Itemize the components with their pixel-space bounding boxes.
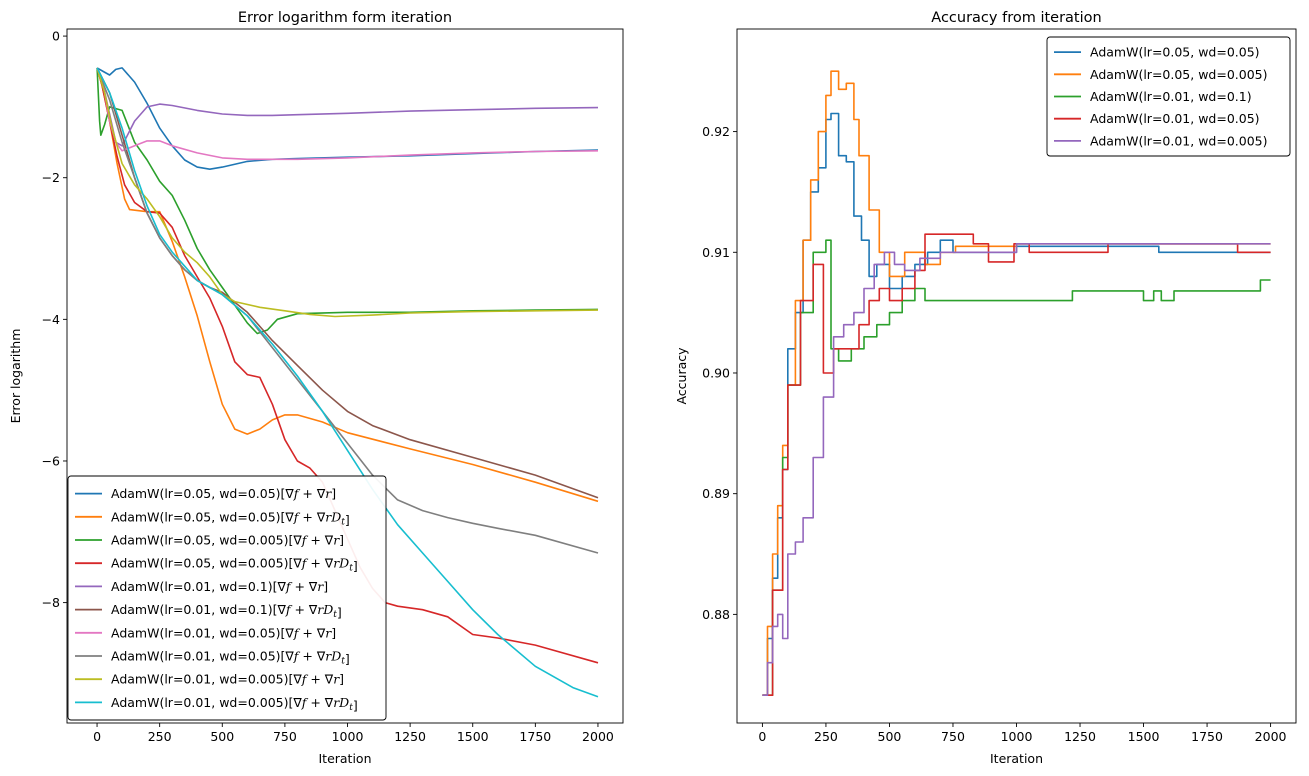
- series-line-8: [96, 67, 599, 554]
- x-tick-label: 1750: [1191, 729, 1223, 744]
- y-tick-label: −4: [42, 312, 60, 327]
- series-lines: [96, 67, 599, 698]
- x-tick-label: 1250: [1064, 729, 1096, 744]
- chart-title: Accuracy from iteration: [931, 10, 1101, 26]
- legend-label: AdamW(lr=0.05, wd=0.005): [1090, 67, 1268, 82]
- x-tick-label: 2000: [1255, 729, 1287, 744]
- legend-label: AdamW(lr=0.01, wd=0.005)[∇f + ∇rDt]: [111, 695, 358, 713]
- series-line-2: [96, 67, 599, 503]
- plot-frame: [66, 28, 624, 724]
- y-tick-label: −6: [42, 453, 60, 468]
- legend-label: AdamW(lr=0.05, wd=0.05)[∇f + ∇rDt]: [111, 509, 350, 527]
- y-tick-label: −8: [42, 595, 60, 610]
- x-tick-label: 250: [814, 729, 838, 744]
- y-tick-label: 0.92: [702, 124, 730, 139]
- x-tick-label: 1000: [332, 729, 364, 744]
- accuracy-chart-panel: Accuracy from iteration 0 250 500 750 1000 125…: [674, 10, 1297, 766]
- legend-label: AdamW(lr=0.05, wd=0.05): [1090, 45, 1260, 60]
- x-tick-label: 750: [941, 729, 965, 744]
- series-lines: [762, 70, 1271, 696]
- y-tick-label: 0.90: [702, 365, 730, 380]
- y-tick-label: 0.88: [702, 607, 730, 622]
- series-line-10: [96, 67, 599, 698]
- y-tick-label: 0: [52, 29, 60, 44]
- legend-label: AdamW(lr=0.05, wd=0.005)[∇f + ∇rDt]: [111, 556, 358, 574]
- series-line-9: [96, 67, 599, 318]
- legend-label: AdamW(lr=0.01, wd=0.05)[∇f + ∇r]: [111, 625, 336, 640]
- x-tick-label: 1750: [519, 729, 551, 744]
- series-line-5: [96, 67, 599, 147]
- x-tick-label: 1500: [457, 729, 489, 744]
- series-line-3: [762, 239, 1271, 696]
- series-line-3: [96, 67, 599, 335]
- x-tick-label: 250: [148, 729, 172, 744]
- x-tick-label: 1000: [1001, 729, 1033, 744]
- x-tick-label: 2000: [582, 729, 614, 744]
- series-line-1: [762, 112, 1271, 696]
- series-line-1: [96, 67, 599, 170]
- legend-label: AdamW(lr=0.05, wd=0.05)[∇f + ∇r]: [111, 486, 336, 501]
- legend-box: [1046, 36, 1291, 157]
- x-axis-label: Iteration: [318, 751, 371, 766]
- chart-title: Error logarithm form iteration: [238, 10, 452, 26]
- legend-label: AdamW(lr=0.01, wd=0.1)[∇f + ∇rDt]: [111, 602, 342, 620]
- series-line-5: [762, 243, 1271, 696]
- y-tick-label: −2: [42, 170, 60, 185]
- y-axis-label: Error logarithm: [8, 329, 23, 424]
- legend-label: AdamW(lr=0.05, wd=0.005)[∇f + ∇r]: [111, 533, 344, 548]
- series-line-4: [96, 67, 599, 664]
- legend: AdamW(lr=0.05, wd=0.05)[∇f + ∇r] AdamW(lr…: [67, 475, 387, 721]
- x-axis-label: Iteration: [990, 751, 1043, 766]
- legend: AdamW(lr=0.05, wd=0.05) AdamW(lr=0.05, wd…: [1046, 36, 1291, 157]
- x-tick-label: 0: [758, 729, 766, 744]
- x-tick-label: 500: [878, 729, 902, 744]
- legend-label: AdamW(lr=0.01, wd=0.1)[∇f + ∇r]: [111, 579, 328, 594]
- x-tick-label: 1500: [1128, 729, 1160, 744]
- legend-box: [67, 475, 387, 721]
- legend-label: AdamW(lr=0.01, wd=0.005)[∇f + ∇r]: [111, 672, 344, 687]
- x-tick-label: 0: [93, 729, 101, 744]
- x-tick-label: 500: [210, 729, 234, 744]
- series-line-2: [762, 70, 1271, 696]
- legend-label: AdamW(lr=0.01, wd=0.005): [1090, 133, 1268, 148]
- legend-label: AdamW(lr=0.01, wd=0.05): [1090, 111, 1260, 126]
- error-chart-panel: Error logarithm form iteration 0 250 500 750…: [8, 10, 624, 766]
- y-axis-label: Accuracy: [674, 347, 689, 405]
- x-tick-label: 1250: [394, 729, 426, 744]
- y-tick-label: 0.89: [702, 486, 730, 501]
- legend-label: AdamW(lr=0.01, wd=0.1): [1090, 89, 1252, 104]
- series-line-4: [762, 233, 1271, 696]
- y-tick-label: 0.91: [702, 245, 730, 260]
- x-tick-label: 750: [273, 729, 297, 744]
- legend-label: AdamW(lr=0.01, wd=0.05)[∇f + ∇rDt]: [111, 649, 350, 667]
